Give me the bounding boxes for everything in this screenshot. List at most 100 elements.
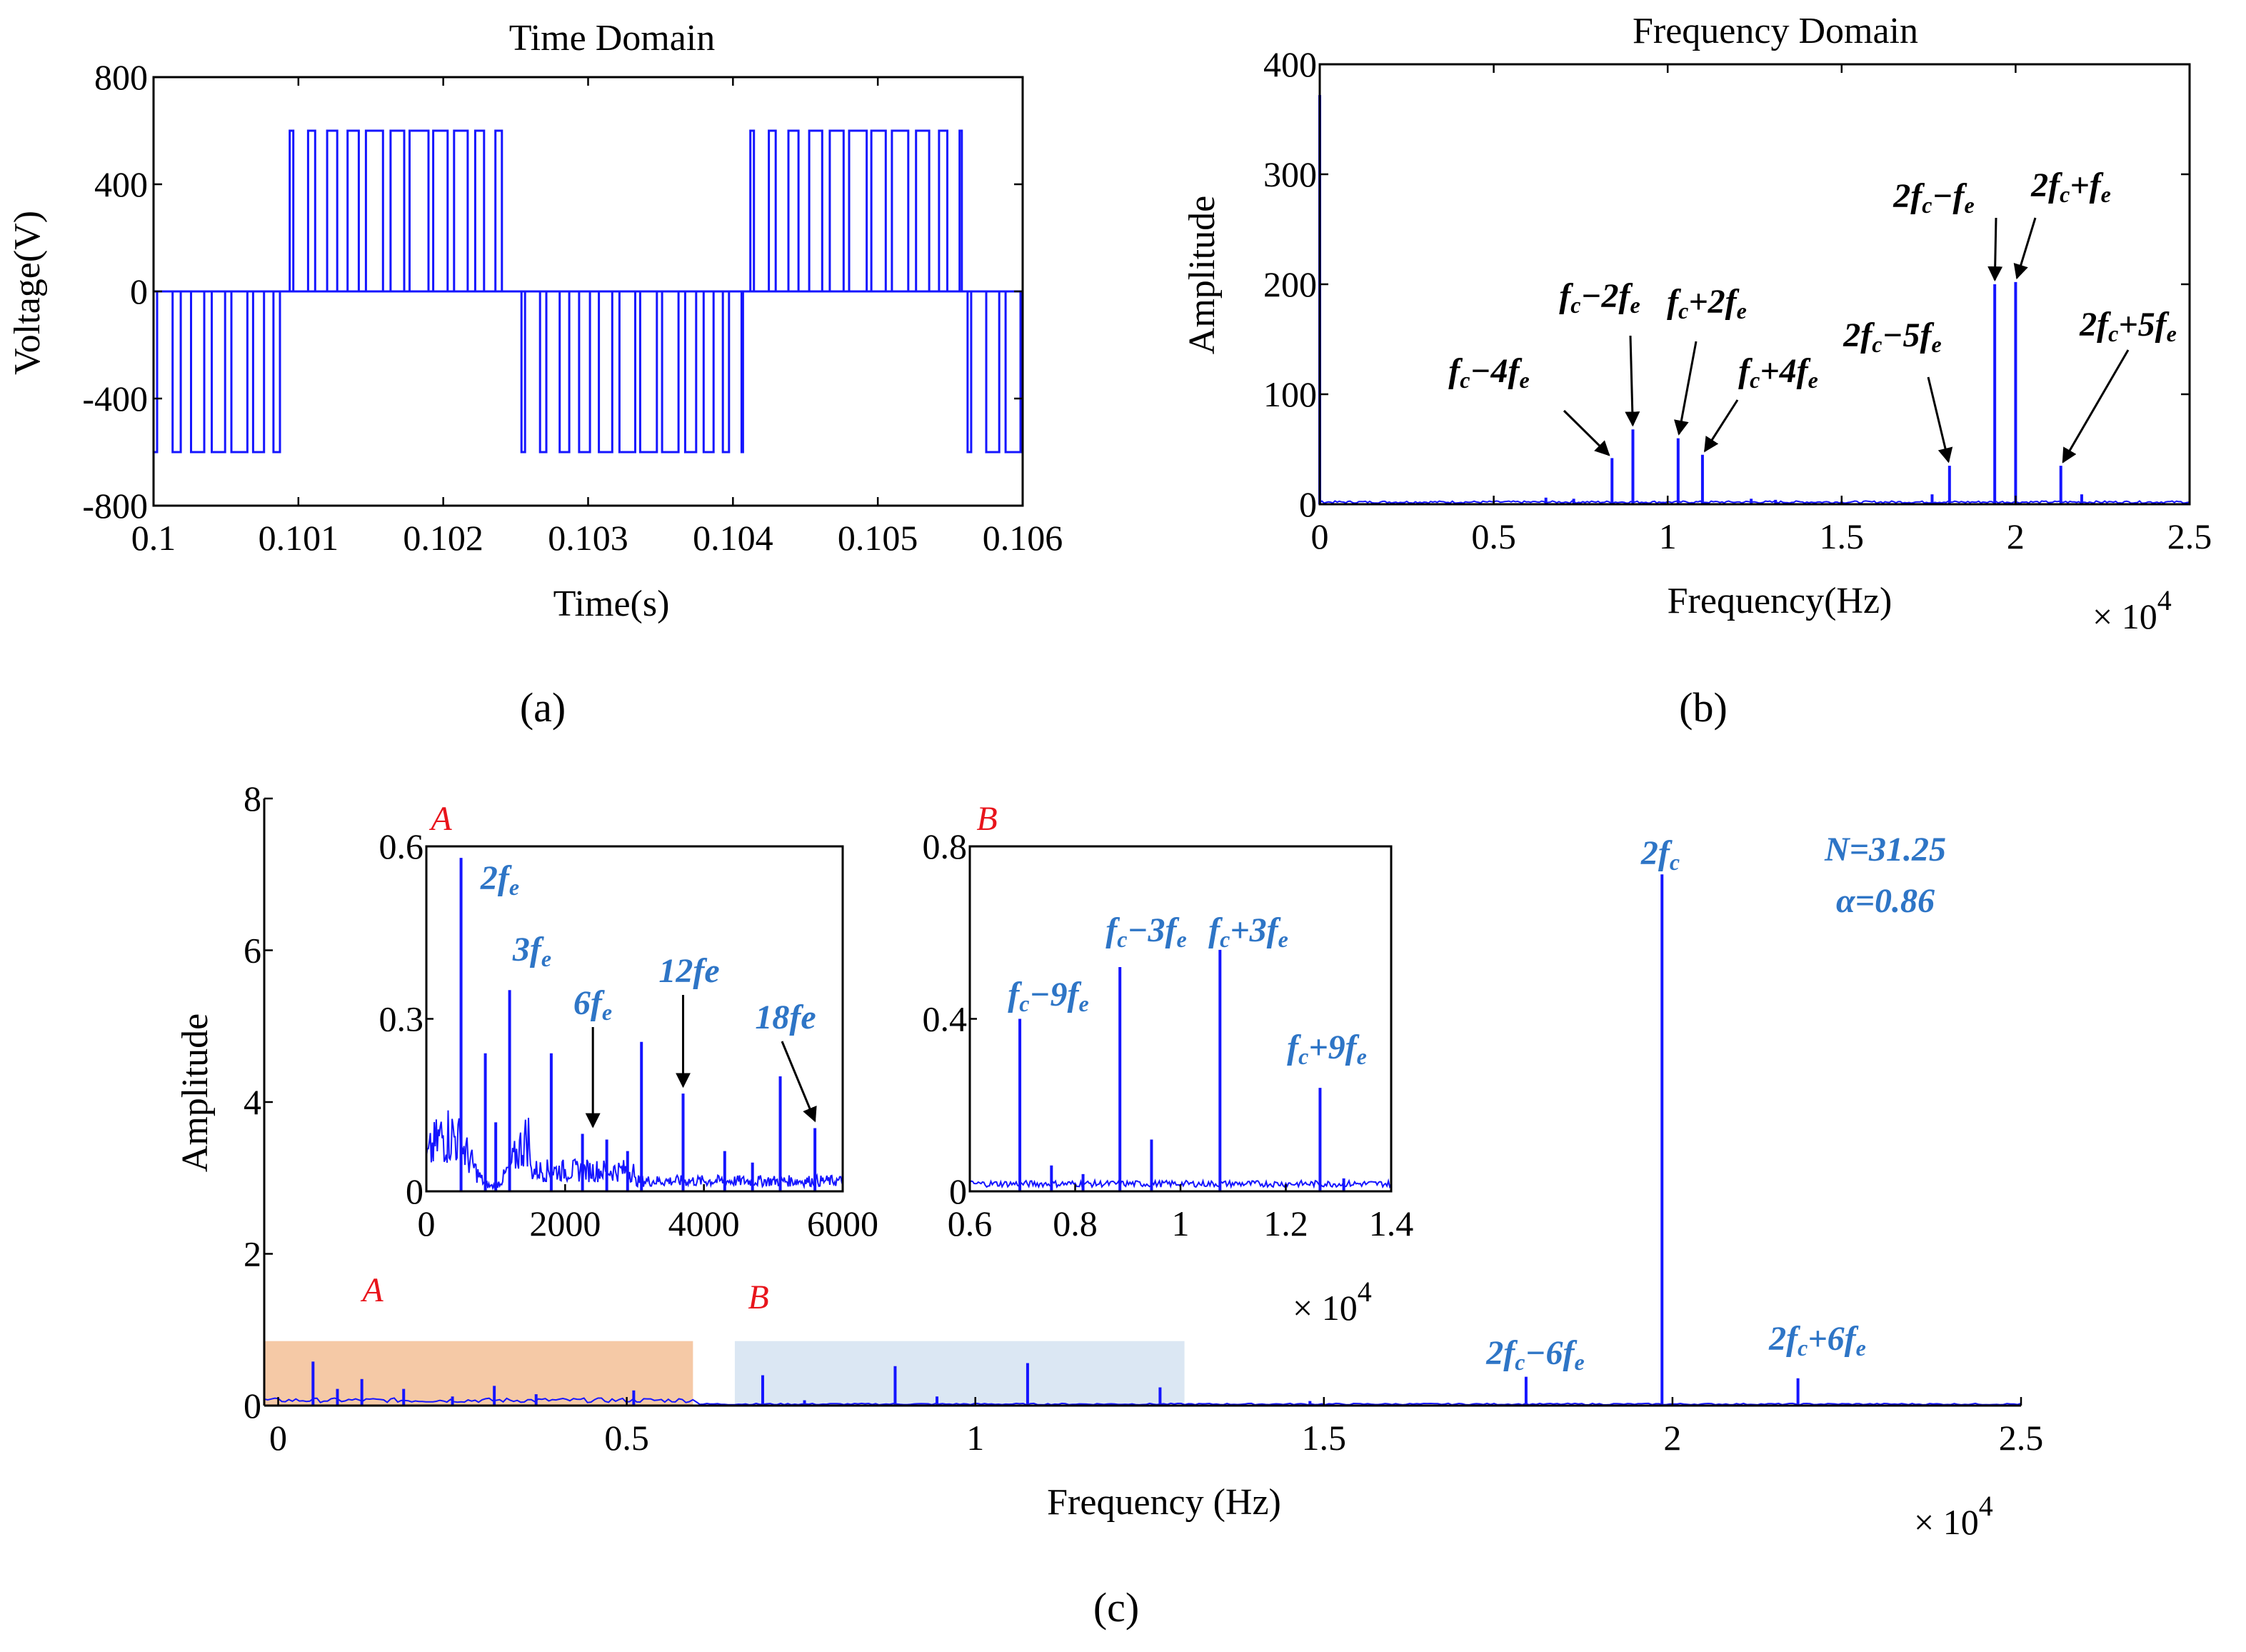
region-A	[264, 1341, 693, 1406]
inset-A-peak-label-base: 3f	[512, 931, 544, 968]
x-tick-label: 0.105	[838, 518, 918, 558]
pwm-pulse	[326, 129, 339, 293]
y-tick-label: 300	[1263, 154, 1317, 194]
y-tick-label: 400	[94, 164, 148, 204]
pwm-pulse	[598, 290, 613, 454]
pwm-pulse	[966, 290, 973, 454]
inset-A-peak-label: 6fe	[573, 984, 612, 1025]
pwm-segment	[152, 290, 281, 454]
peak-arrow	[1703, 399, 1739, 453]
inset-B-peak-label-sub: c	[1298, 1043, 1308, 1069]
peak-label-rest: +2f	[1688, 283, 1739, 321]
inset-B-label: B	[976, 800, 997, 838]
x-multiplier: × 104	[1914, 1490, 1993, 1542]
peak-label-base: 2f	[1768, 1320, 1800, 1358]
region-label-A: A	[360, 1271, 383, 1309]
y-tick-label: -400	[82, 379, 148, 419]
y-tick-label: 6	[244, 931, 261, 971]
pwm-pulse	[870, 129, 887, 293]
pwm-pulse	[578, 290, 591, 454]
pwm-pulse	[538, 290, 548, 454]
x-tick-label: 0	[1311, 516, 1329, 556]
pwm-pulse	[289, 129, 295, 293]
pwm-pulse	[494, 129, 503, 293]
pwm-pulse	[787, 129, 800, 293]
pwm-pulse	[891, 129, 910, 293]
inset-B-peak-label-sub2: e	[1278, 926, 1288, 952]
peak-label-base: f	[1667, 283, 1681, 321]
inset-A-y-tick-label: 0.3	[379, 999, 424, 1039]
peak-label: 2fc−6fe	[1485, 1334, 1584, 1375]
inset-A-peak-label-base: 12fe	[658, 952, 719, 990]
x-tick-label: 0.103	[548, 518, 628, 558]
caption-b: (b)	[1679, 684, 1728, 731]
pwm-segment	[520, 290, 744, 454]
peak-label-base: f	[1559, 277, 1573, 315]
y-tick-label: 200	[1263, 264, 1317, 304]
x-tick-label: 0.5	[1471, 516, 1516, 556]
x-tick-label: 0.5	[604, 1418, 649, 1458]
y-tick-label: 2	[244, 1234, 261, 1274]
y-tick-label: 100	[1263, 374, 1317, 414]
peak-label-sub2: e	[2167, 321, 2177, 346]
pwm-pulse	[618, 290, 637, 454]
pwm-pulse	[558, 290, 571, 454]
peak-label: 2fc	[1640, 834, 1680, 875]
inset-A-arrow	[781, 1041, 817, 1123]
pwm-pulse	[473, 129, 486, 293]
panel-a: Time Domain Time(s) Voltage(V) 0.1 0.101 0…	[7, 18, 1063, 731]
panel-c: Frequency (Hz) Amplitude A B 0 0.5 1 1.5 2 2.5 0…	[175, 779, 2043, 1631]
peak-label-base: 2f	[1485, 1334, 1518, 1372]
peak-label-base: 2f	[2079, 306, 2111, 344]
inset-A-x-tick-label: 4000	[668, 1203, 740, 1243]
x-tick-label: 2.5	[2167, 516, 2212, 556]
inset-A-peak-label-sub: e	[602, 999, 612, 1025]
peak-label-rest: +4f	[1760, 352, 1810, 390]
x-multiplier-exponent: 4	[1979, 1490, 1993, 1522]
pwm-pulse	[683, 290, 698, 454]
inset-B-x-tick-label: 0.8	[1053, 1203, 1098, 1243]
inset-B-peak-label: fc−9fe	[1008, 976, 1088, 1016]
inset-A-peak-label-base: 6f	[573, 984, 605, 1022]
pwm-pulse	[432, 129, 449, 293]
inset-A-peak-label-base: 18fe	[755, 998, 816, 1036]
inset-B-x-tick-label: 1.4	[1369, 1203, 1414, 1243]
x-tick-label: 0.1	[131, 518, 176, 558]
inset-B-peak-label-sub2: e	[1357, 1043, 1367, 1069]
pwm-pulse	[408, 129, 430, 293]
pwm-segment	[966, 290, 1022, 454]
peak-label-base: 2f	[1640, 834, 1673, 872]
region-B	[734, 1341, 1185, 1406]
pwm-pulse	[768, 129, 777, 293]
inset-B-peak-label: fc+9fe	[1287, 1028, 1367, 1069]
inset-A-peak-label-base: 2f	[480, 859, 512, 897]
panel-b-ylabel: Amplitude	[1182, 196, 1223, 354]
inset-A-peak-label: 18fe	[755, 998, 816, 1036]
panel-c-xlabel: Frequency (Hz)	[1047, 1482, 1281, 1523]
peak-label: 2fc+fe	[2030, 166, 2111, 207]
peak-label-sub: c	[1872, 331, 1882, 357]
inset-B-x-tick-label: 1.2	[1263, 1203, 1308, 1243]
peak-arrow	[1927, 376, 1953, 464]
pwm-pulse	[272, 290, 281, 454]
inset-B-peak-label-sub: c	[1019, 991, 1029, 1016]
x-tick-label: 0.104	[693, 518, 773, 558]
peak-label-rest: +6f	[1808, 1320, 1858, 1358]
x-tick-label: 1	[1659, 516, 1677, 556]
pwm-pulse	[306, 129, 316, 293]
peak-label-sub2: e	[2101, 181, 2111, 207]
pwm-pulse	[721, 290, 731, 454]
peak-label: fc+4fe	[1738, 352, 1818, 393]
region-label-B: B	[748, 1278, 768, 1316]
panel-c-ylabel: Amplitude	[175, 1013, 216, 1172]
peak-label-sub: c	[1678, 298, 1688, 324]
inset-A-peak-label-sub: e	[509, 874, 519, 900]
peak-label-rest: −6f	[1525, 1334, 1577, 1372]
inset-A-peak-label: 3fe	[512, 931, 551, 971]
peak-label: fc+2fe	[1667, 283, 1747, 324]
x-multiplier-exponent: 4	[2157, 584, 2172, 616]
inset-B-y-tick-label: 0.8	[923, 826, 968, 866]
pwm-pulse	[828, 129, 845, 293]
peak-label-base: f	[1738, 352, 1753, 390]
